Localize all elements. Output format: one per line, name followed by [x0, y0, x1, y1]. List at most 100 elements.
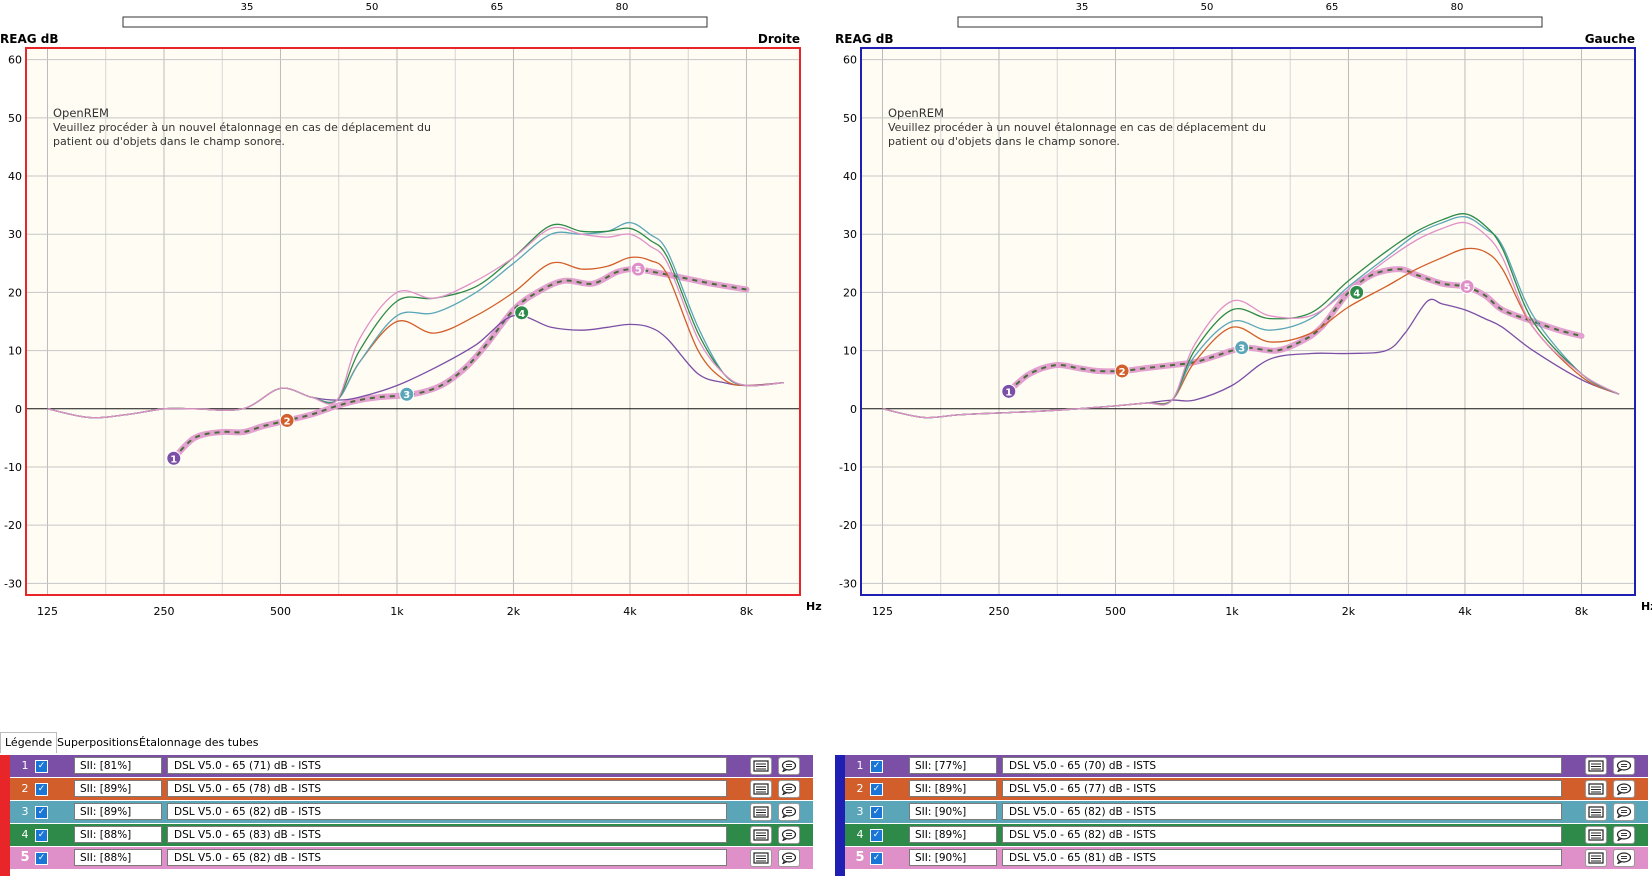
marker-circle: [1114, 363, 1130, 379]
marker-circle: [1234, 340, 1250, 356]
sii-field: SII: [77%]: [909, 757, 997, 774]
checkbox-checked-icon[interactable]: ✓: [35, 783, 48, 796]
curve-marker-2[interactable]: 2: [279, 412, 295, 428]
x-unit-label: Hz: [1641, 600, 1652, 613]
input-level-scale[interactable]: [122, 16, 708, 28]
legend-row[interactable]: 3 ✓ SII: [90%] DSL V5.0 - 65 (82) dB - ISTS: [845, 801, 1648, 823]
y-tick-label: 0: [15, 403, 22, 416]
chart-right[interactable]: 125 250 500 1k 2k 4k 8k6050403020100-10-20-30R…: [0, 0, 826, 620]
legend-row[interactable]: 1 ✓ SII: [81%] DSL V5.0 - 65 (71) dB - ISTS: [10, 755, 813, 777]
checkbox-checked-icon[interactable]: ✓: [35, 806, 48, 819]
legend-row[interactable]: 2 ✓ SII: [89%] DSL V5.0 - 65 (77) dB - ISTS: [845, 778, 1648, 800]
marker-circle: [166, 450, 182, 466]
list-details-icon[interactable]: [1585, 849, 1607, 867]
list-details-icon[interactable]: [750, 757, 772, 775]
prescription-field[interactable]: DSL V5.0 - 65 (83) dB - ISTS: [167, 826, 727, 843]
comment-bubble-icon[interactable]: [1613, 826, 1635, 844]
notice-title: OpenREM: [53, 106, 109, 120]
legend-row-number: 5: [20, 850, 30, 865]
checkbox-checked-icon[interactable]: ✓: [870, 829, 883, 842]
comment-bubble-icon[interactable]: [778, 826, 800, 844]
legend-tabs: Légende Superpositions Étalonnage des tu…: [0, 732, 1652, 753]
comment-bubble-icon[interactable]: [778, 803, 800, 821]
input-level-tick: 35: [241, 2, 254, 13]
comment-bubble-icon[interactable]: [778, 780, 800, 798]
list-details-icon[interactable]: [750, 780, 772, 798]
marker-circle: [1459, 279, 1475, 295]
prescription-field[interactable]: DSL V5.0 - 65 (70) dB - ISTS: [1002, 757, 1562, 774]
legend-row[interactable]: 5 ✓ SII: [88%] DSL V5.0 - 65 (82) dB - ISTS: [10, 847, 813, 869]
list-details-icon[interactable]: [1585, 780, 1607, 798]
curve-marker-5[interactable]: 5: [1459, 279, 1475, 295]
list-details-icon[interactable]: [750, 803, 772, 821]
comment-bubble-icon[interactable]: [1613, 757, 1635, 775]
notice-line: patient ou d'objets dans le champ sonore…: [53, 135, 285, 148]
prescription-field[interactable]: DSL V5.0 - 65 (77) dB - ISTS: [1002, 780, 1562, 797]
checkbox-checked-icon[interactable]: ✓: [870, 760, 883, 773]
sii-field: SII: [89%]: [74, 780, 162, 797]
tab-legend[interactable]: Légende: [0, 732, 58, 753]
curve-marker-1[interactable]: 1: [1001, 383, 1017, 399]
list-details-icon[interactable]: [1585, 803, 1607, 821]
legend-row-number: 2: [856, 782, 864, 795]
marker-label: 1: [1005, 387, 1012, 398]
marker-circle: [514, 305, 530, 321]
prescription-field[interactable]: DSL V5.0 - 65 (71) dB - ISTS: [167, 757, 727, 774]
checkbox-checked-icon[interactable]: ✓: [870, 806, 883, 819]
curve-marker-4[interactable]: 4: [1349, 284, 1365, 300]
y-tick-label: 10: [843, 345, 857, 358]
curve-marker-1[interactable]: 1: [166, 450, 182, 466]
curve-marker-4[interactable]: 4: [514, 305, 530, 321]
checkbox-checked-icon[interactable]: ✓: [35, 852, 48, 865]
measured-curve-5: [47, 226, 785, 419]
curve-marker-5[interactable]: 5: [630, 261, 646, 277]
legend-row-number: 5: [855, 850, 865, 865]
legend-row[interactable]: 2 ✓ SII: [89%] DSL V5.0 - 65 (78) dB - ISTS: [10, 778, 813, 800]
checkbox-checked-icon[interactable]: ✓: [870, 852, 883, 865]
list-details-icon[interactable]: [1585, 826, 1607, 844]
chart-left[interactable]: 125 250 500 1k 2k 4k 8k6050403020100-10-20-30R…: [835, 0, 1652, 620]
marker-circle: [279, 412, 295, 428]
legend-row[interactable]: 5 ✓ SII: [90%] DSL V5.0 - 65 (81) dB - ISTS: [845, 847, 1648, 869]
checkbox-checked-icon[interactable]: ✓: [35, 829, 48, 842]
legend-row[interactable]: 3 ✓ SII: [89%] DSL V5.0 - 65 (82) dB - ISTS: [10, 801, 813, 823]
input-level-tick: 35: [1076, 2, 1089, 13]
legend-row[interactable]: 4 ✓ SII: [89%] DSL V5.0 - 65 (82) dB - ISTS: [845, 824, 1648, 846]
legend-row[interactable]: 4 ✓ SII: [88%] DSL V5.0 - 65 (83) dB - ISTS: [10, 824, 813, 846]
prescription-field[interactable]: DSL V5.0 - 65 (78) dB - ISTS: [167, 780, 727, 797]
comment-bubble-icon[interactable]: [1613, 849, 1635, 867]
legend-row[interactable]: 1 ✓ SII: [77%] DSL V5.0 - 65 (70) dB - ISTS: [845, 755, 1648, 777]
legend-row-number: 4: [21, 828, 29, 841]
input-level-scale[interactable]: [957, 16, 1543, 28]
checkbox-checked-icon[interactable]: ✓: [870, 783, 883, 796]
target-curve-dash: [1008, 268, 1582, 393]
sii-field: SII: [90%]: [909, 849, 997, 866]
marker-label: 5: [635, 265, 642, 276]
x-tick-label: 8k: [1575, 605, 1589, 618]
comment-bubble-icon[interactable]: [778, 757, 800, 775]
list-details-icon[interactable]: [1585, 757, 1607, 775]
curve-marker-3[interactable]: 3: [1234, 340, 1250, 356]
comment-bubble-icon[interactable]: [1613, 803, 1635, 821]
comment-bubble-icon[interactable]: [778, 849, 800, 867]
side-label: Droite: [758, 32, 800, 46]
marker-circle: [1001, 383, 1017, 399]
list-details-icon[interactable]: [750, 849, 772, 867]
prescription-field[interactable]: DSL V5.0 - 65 (82) dB - ISTS: [167, 803, 727, 820]
curve-marker-2[interactable]: 2: [1114, 363, 1130, 379]
y-tick-label: 40: [843, 170, 857, 183]
checkbox-checked-icon[interactable]: ✓: [35, 760, 48, 773]
prescription-field[interactable]: DSL V5.0 - 65 (82) dB - ISTS: [1002, 803, 1562, 820]
prescription-field[interactable]: DSL V5.0 - 65 (82) dB - ISTS: [1002, 826, 1562, 843]
list-details-icon[interactable]: [750, 826, 772, 844]
prescription-field[interactable]: DSL V5.0 - 65 (82) dB - ISTS: [167, 849, 727, 866]
tab-tube-calibration[interactable]: Étalonnage des tubes: [139, 736, 259, 749]
prescription-field[interactable]: DSL V5.0 - 65 (81) dB - ISTS: [1002, 849, 1562, 866]
tab-overlays[interactable]: Superpositions: [57, 736, 139, 749]
x-tick-label: 8k: [740, 605, 754, 618]
notice-line: Veuillez procéder à un nouvel étalonnage…: [888, 121, 1266, 134]
curve-marker-3[interactable]: 3: [399, 386, 415, 402]
ear-side-stripe: [0, 755, 10, 876]
sii-field: SII: [89%]: [909, 780, 997, 797]
comment-bubble-icon[interactable]: [1613, 780, 1635, 798]
